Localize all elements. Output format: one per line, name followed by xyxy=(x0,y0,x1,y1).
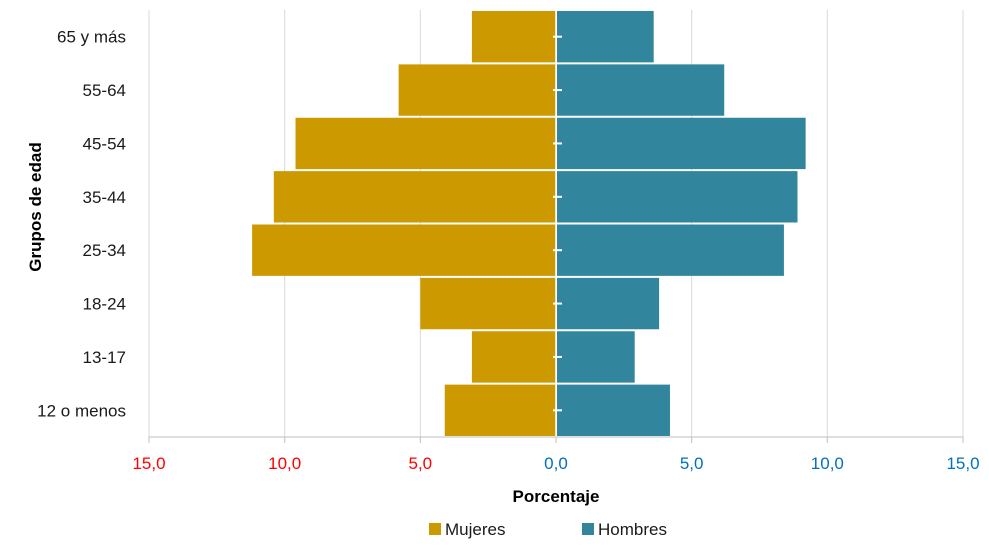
bar-hombres-18-24 xyxy=(557,277,660,330)
bar-hombres-12-o-menos xyxy=(557,384,670,436)
bars xyxy=(252,11,806,436)
x-tick-label: 5,0 xyxy=(409,454,433,473)
y-tick-label-25-34: 25-34 xyxy=(83,241,126,260)
bar-mujeres-65-y-m-s xyxy=(471,11,556,63)
bar-mujeres-13-17 xyxy=(471,331,556,383)
y-tick-label-13-17: 13-17 xyxy=(83,348,126,367)
bar-mujeres-45-54 xyxy=(295,117,556,170)
legend-label-mujeres: Mujeres xyxy=(445,520,505,539)
x-tick-label: 0,0 xyxy=(544,454,568,473)
bar-mujeres-12-o-menos xyxy=(444,384,556,436)
bar-hombres-13-17 xyxy=(557,331,635,383)
legend-swatch-hombres xyxy=(582,523,594,535)
bar-hombres-45-54 xyxy=(557,117,806,170)
y-tick-label-65-y-m-s: 65 y más xyxy=(57,28,126,47)
bar-hombres-35-44 xyxy=(557,171,798,223)
y-tick-label-12-o-menos: 12 o menos xyxy=(37,401,126,420)
x-tick-label: 15,0 xyxy=(132,454,165,473)
bar-hombres-25-34 xyxy=(557,224,784,276)
labels: Porcentaje Grupos de edad 65 y más 55-64 4… xyxy=(26,28,980,506)
x-tick-label: 10,0 xyxy=(268,454,301,473)
legend-swatch-mujeres xyxy=(429,523,441,535)
bar-mujeres-35-44 xyxy=(273,171,556,223)
axes xyxy=(148,10,964,443)
y-tick-label-18-24: 18-24 xyxy=(83,295,126,314)
bar-mujeres-25-34 xyxy=(252,224,556,276)
legend: Mujeres Hombres xyxy=(429,520,667,539)
bar-hombres-65-y-m-s xyxy=(557,11,654,63)
bar-mujeres-18-24 xyxy=(420,277,556,330)
bar-mujeres-55-64 xyxy=(398,64,556,116)
y-tick-label-55-64: 55-64 xyxy=(83,81,126,100)
x-axis-title: Porcentaje xyxy=(513,487,600,506)
y-tick-label-35-44: 35-44 xyxy=(83,188,126,207)
bar-hombres-55-64 xyxy=(557,64,725,116)
legend-label-hombres: Hombres xyxy=(598,520,667,539)
y-tick-label-45-54: 45-54 xyxy=(83,134,126,153)
y-axis-title: Grupos de edad xyxy=(26,142,45,271)
x-tick-label: 5,0 xyxy=(680,454,704,473)
x-tick-label: 15,0 xyxy=(946,454,979,473)
x-tick-label: 10,0 xyxy=(811,454,844,473)
